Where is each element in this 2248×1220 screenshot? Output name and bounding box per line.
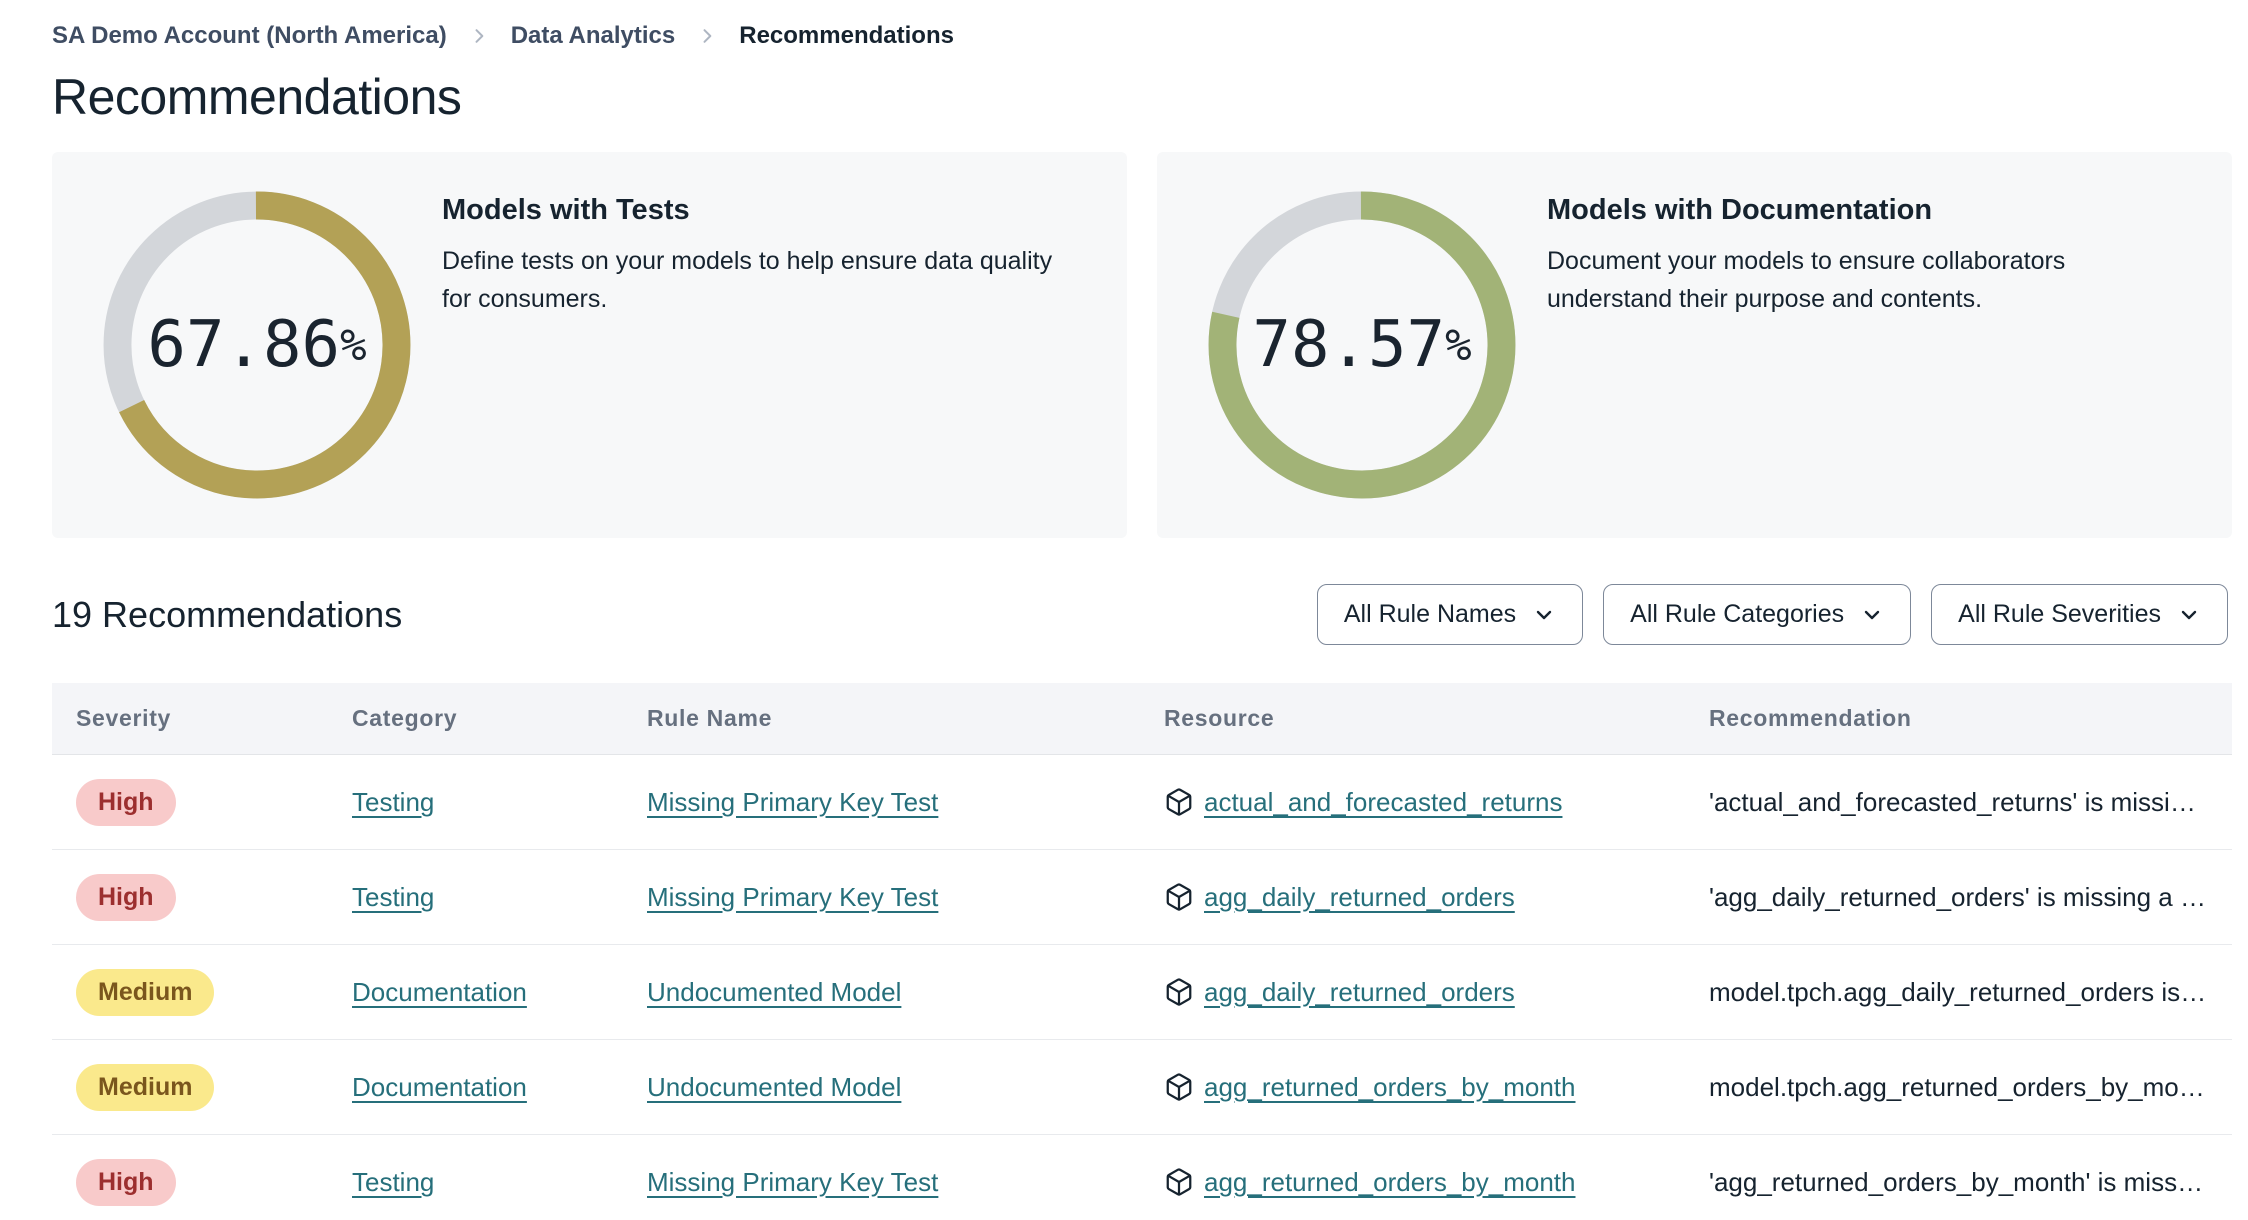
- severity-badge: Medium: [76, 1063, 215, 1111]
- column-header-category: Category: [352, 705, 458, 731]
- model-cube-icon: [1164, 1072, 1194, 1102]
- documentation-percent-label: 78.57%: [1207, 190, 1517, 500]
- column-header-rule-name: Rule Name: [647, 705, 773, 731]
- recommendation-text: model.tpch.agg_daily_returned_orders is …: [1709, 976, 2208, 1007]
- card-title: Models with Documentation: [1547, 194, 1933, 226]
- filter-label: All Rule Severities: [1958, 600, 2161, 628]
- category-link[interactable]: Testing: [352, 1166, 435, 1197]
- card-text: Models with Documentation Document your …: [1517, 152, 2232, 538]
- resource-link[interactable]: agg_daily_returned_orders: [1204, 881, 1515, 912]
- donut-progress-arc: [103, 191, 411, 499]
- card-text: Models with Tests Define tests on your m…: [412, 152, 1127, 538]
- tests-percent-label: 67.86%: [102, 190, 412, 500]
- card-description: Define tests on your models to help ensu…: [442, 247, 1053, 313]
- severity-badge: Medium: [76, 968, 215, 1016]
- donut-progress-arc: [1208, 191, 1516, 499]
- metric-cards: 67.86% Models with Tests Define tests on…: [52, 152, 2232, 538]
- column-header-recommendation: Recommendation: [1709, 705, 1912, 731]
- rule-name-link[interactable]: Missing Primary Key Test: [647, 786, 939, 817]
- category-link[interactable]: Testing: [352, 881, 435, 912]
- filter-label: All Rule Names: [1343, 600, 1517, 628]
- rule-categories-filter-dropdown[interactable]: All Rule Categories: [1603, 584, 1912, 645]
- severity-badge: High: [76, 873, 176, 921]
- percent-value: 78.57: [1252, 308, 1446, 382]
- rule-name-link[interactable]: Undocumented Model: [647, 1071, 902, 1102]
- resource-link[interactable]: agg_daily_returned_orders: [1204, 976, 1515, 1007]
- recommendation-text: 'agg_returned_orders_by_month' is missin…: [1709, 1166, 2208, 1197]
- rule-name-link[interactable]: Missing Primary Key Test: [647, 1166, 939, 1197]
- chevron-down-icon: [1860, 603, 1884, 627]
- rule-name-link[interactable]: Missing Primary Key Test: [647, 881, 939, 912]
- resource-link[interactable]: agg_returned_orders_by_month: [1204, 1071, 1576, 1102]
- filter-label: All Rule Categories: [1630, 600, 1845, 628]
- model-cube-icon: [1164, 882, 1194, 912]
- column-header-severity: Severity: [76, 705, 172, 731]
- resource-link[interactable]: actual_and_forecasted_returns: [1204, 786, 1563, 817]
- recommendations-table: Severity Category Rule Name Resource Rec…: [52, 683, 2232, 1220]
- resource-link[interactable]: agg_returned_orders_by_month: [1204, 1166, 1576, 1197]
- recommendation-text: model.tpch.agg_returned_orders_by_month …: [1709, 1071, 2208, 1102]
- table-row: Medium Documentation Undocumented Model …: [52, 1040, 2232, 1135]
- documentation-donut-chart: 78.57%: [1207, 190, 1517, 500]
- chevron-right-icon: [697, 26, 717, 46]
- chevron-down-icon: [2177, 603, 2201, 627]
- table-row: High Testing Missing Primary Key Test ag…: [52, 1135, 2232, 1220]
- recommendation-text: 'actual_and_forecasted_returns' is missi…: [1709, 786, 2208, 817]
- category-link[interactable]: Documentation: [352, 976, 527, 1007]
- breadcrumb-account[interactable]: SA Demo Account (North America): [52, 22, 447, 49]
- chevron-right-icon: [469, 26, 489, 46]
- table-row: High Testing Missing Primary Key Test ag…: [52, 850, 2232, 945]
- rule-names-filter-dropdown[interactable]: All Rule Names: [1316, 584, 1584, 645]
- page-title: Recommendations: [52, 69, 462, 125]
- filter-group: All Rule Names All Rule Categories All R…: [1316, 584, 2228, 645]
- breadcrumb-project[interactable]: Data Analytics: [510, 22, 676, 49]
- severity-badge: High: [76, 1158, 176, 1206]
- severity-badge: High: [76, 778, 176, 826]
- recommendation-text: 'agg_daily_returned_orders' is missing a…: [1709, 881, 2208, 912]
- model-cube-icon: [1164, 977, 1194, 1007]
- breadcrumb: SA Demo Account (North America) Data Ana…: [52, 0, 2232, 50]
- column-header-resource: Resource: [1164, 705, 1275, 731]
- card-title: Models with Tests: [442, 194, 690, 226]
- tests-donut-chart: 67.86%: [102, 190, 412, 500]
- card-description: Document your models to ensure collabora…: [1547, 247, 2066, 313]
- card-models-with-tests: 67.86% Models with Tests Define tests on…: [52, 152, 1127, 538]
- category-link[interactable]: Testing: [352, 786, 435, 817]
- card-models-with-documentation: 78.57% Models with Documentation Documen…: [1157, 152, 2232, 538]
- table-row: Medium Documentation Undocumented Model …: [52, 945, 2232, 1040]
- chevron-down-icon: [1532, 603, 1556, 627]
- table-header-row: Severity Category Rule Name Resource Rec…: [52, 683, 2232, 755]
- percent-value: 67.86: [147, 308, 341, 382]
- rule-name-link[interactable]: Undocumented Model: [647, 976, 902, 1007]
- rule-severities-filter-dropdown[interactable]: All Rule Severities: [1931, 584, 2228, 645]
- breadcrumb-current: Recommendations: [739, 22, 954, 49]
- percent-unit: %: [1445, 319, 1472, 371]
- model-cube-icon: [1164, 787, 1194, 817]
- category-link[interactable]: Documentation: [352, 1071, 527, 1102]
- model-cube-icon: [1164, 1167, 1194, 1197]
- percent-unit: %: [340, 319, 367, 371]
- recommendations-count-title: 19 Recommendations: [52, 593, 403, 635]
- recommendations-toolbar: 19 Recommendations All Rule Names All Ru…: [52, 584, 2232, 645]
- table-row: High Testing Missing Primary Key Test ac…: [52, 755, 2232, 850]
